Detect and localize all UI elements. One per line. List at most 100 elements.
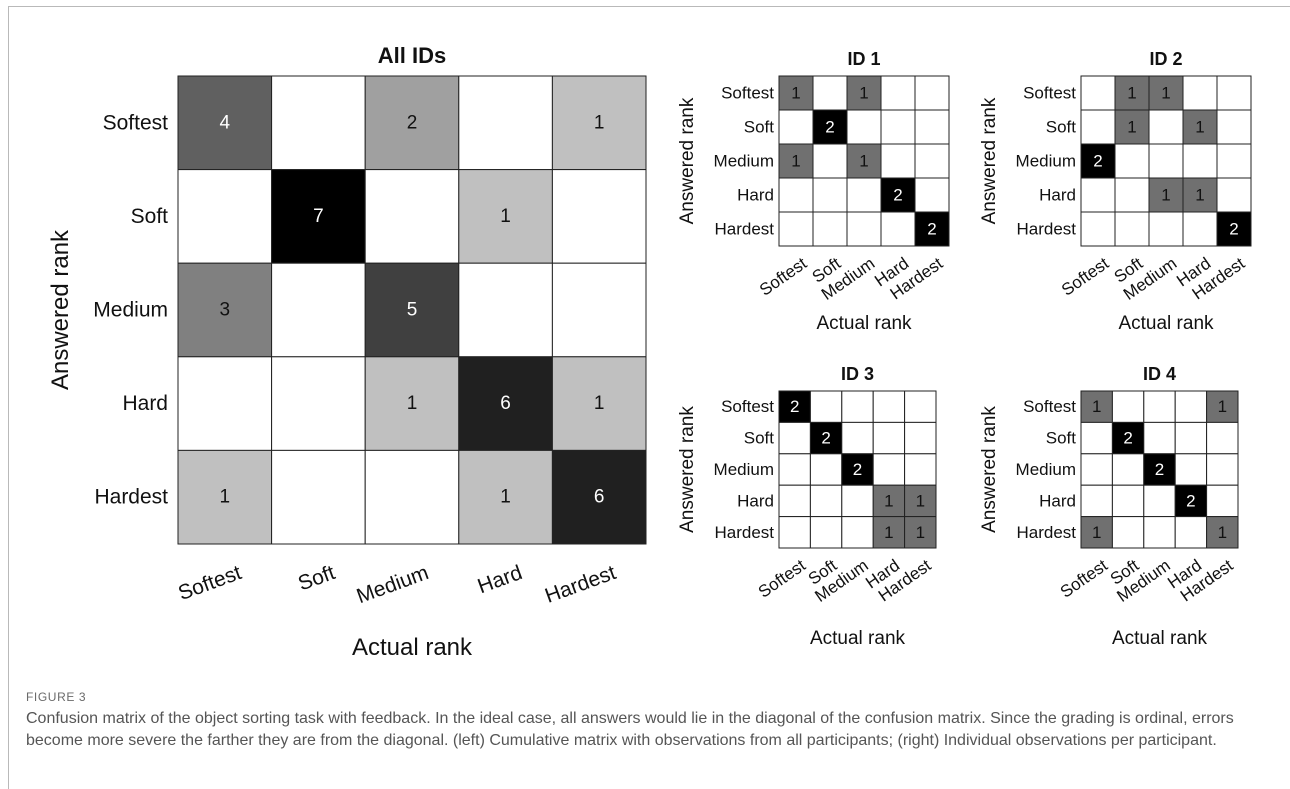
heatmap-cell bbox=[812, 143, 848, 179]
cell-value: 1 bbox=[220, 487, 231, 508]
chart-title: ID 1 bbox=[847, 49, 880, 69]
y-tick-label: Softest bbox=[721, 84, 774, 103]
y-tick-label: Hardest bbox=[714, 220, 774, 239]
heatmap-cell bbox=[872, 390, 906, 423]
cell-value: 1 bbox=[916, 491, 925, 510]
y-axis-label: Answered rank bbox=[979, 406, 1000, 533]
heatmap-id3: ID 3 2 2 2 1 1 1 1 Softest Soft Medium Hard Hardest S… bbox=[677, 364, 937, 649]
heatmap-cell bbox=[872, 516, 906, 549]
cell-value: 1 bbox=[884, 491, 893, 510]
figure-frame-left bbox=[8, 6, 9, 789]
heatmap-cell bbox=[1080, 177, 1116, 213]
heatmap-cell bbox=[177, 262, 273, 358]
cell-value: 2 bbox=[407, 112, 418, 133]
cell-value: 1 bbox=[1092, 523, 1101, 542]
cell-value: 2 bbox=[825, 118, 834, 137]
y-tick-label: Medium bbox=[714, 460, 774, 479]
heatmap-cell bbox=[1080, 211, 1116, 247]
heatmap-cell bbox=[551, 169, 647, 264]
y-tick-label: Soft bbox=[744, 118, 775, 137]
heatmap-cell bbox=[841, 421, 874, 455]
cell-value: 6 bbox=[594, 487, 605, 508]
x-tick-label: Softest bbox=[756, 254, 810, 300]
cell-value: 1 bbox=[1092, 397, 1101, 416]
heatmap-cell bbox=[1206, 484, 1239, 518]
x-axis-label: Actual rank bbox=[352, 634, 473, 661]
chart-title: ID 4 bbox=[1143, 364, 1176, 384]
cell-value: 1 bbox=[500, 487, 511, 508]
heatmap-cell bbox=[1080, 484, 1113, 518]
x-tick-label: Softest bbox=[175, 561, 244, 605]
heatmap-cell bbox=[872, 453, 906, 486]
figure-label: FIGURE 3 bbox=[26, 690, 87, 704]
heatmap-cell bbox=[1111, 421, 1145, 455]
heatmap-cell bbox=[812, 109, 848, 145]
x-axis-label: Actual rank bbox=[1118, 313, 1214, 334]
cell-value: 1 bbox=[1218, 523, 1227, 542]
heatmap-cell bbox=[778, 143, 814, 179]
heatmap-cell bbox=[1216, 109, 1252, 145]
heatmap-cell bbox=[914, 211, 950, 247]
cell-value: 2 bbox=[853, 460, 862, 479]
heatmap-cell bbox=[880, 177, 916, 213]
heatmap-cell bbox=[812, 75, 848, 111]
heatmap-cell bbox=[1080, 143, 1116, 179]
cell-value: 1 bbox=[859, 84, 868, 103]
cell-value: 1 bbox=[1195, 118, 1204, 137]
x-axis-label: Actual rank bbox=[810, 628, 906, 649]
heatmap-cell bbox=[1182, 143, 1218, 179]
heatmap-cell bbox=[1148, 109, 1184, 145]
heatmap-cell bbox=[271, 169, 366, 264]
heatmap-cell bbox=[846, 211, 882, 247]
heatmap-cell bbox=[1111, 453, 1145, 486]
cell-value: 3 bbox=[220, 300, 231, 321]
heatmap-cell bbox=[458, 169, 553, 264]
x-tick-label: Softest bbox=[755, 556, 809, 602]
cell-value: 4 bbox=[220, 112, 231, 133]
heatmap-cell bbox=[1148, 143, 1184, 179]
cell-value: 1 bbox=[1161, 84, 1170, 103]
heatmap-cell bbox=[364, 449, 460, 545]
heatmap-cell bbox=[1216, 143, 1252, 179]
heatmap-cell bbox=[914, 75, 950, 111]
heatmap-cell bbox=[812, 211, 848, 247]
cell-value: 5 bbox=[407, 300, 418, 321]
x-tick-label: Hardest bbox=[542, 561, 619, 608]
heatmap-id4: ID 4 1 1 2 2 2 1 1 Softest Soft Medium Hard Hardest S… bbox=[979, 364, 1239, 649]
cell-value: 1 bbox=[791, 84, 800, 103]
heatmap-cell bbox=[551, 449, 647, 545]
cell-value: 1 bbox=[916, 523, 925, 542]
heatmap-cell bbox=[271, 449, 366, 545]
heatmap-cell bbox=[1143, 390, 1176, 423]
cell-value: 6 bbox=[500, 393, 511, 414]
heatmap-cell bbox=[1080, 109, 1116, 145]
heatmap-cell bbox=[778, 109, 814, 145]
heatmap-cell bbox=[1216, 75, 1252, 111]
y-tick-label: Hard bbox=[1039, 186, 1076, 205]
y-tick-label: Medium bbox=[1016, 460, 1076, 479]
heatmap-cell bbox=[1182, 75, 1218, 111]
heatmap-id1: ID 1 1 1 2 1 1 2 2 Softest Soft Medium Hard Hardest S… bbox=[677, 49, 950, 334]
cell-value: 1 bbox=[1218, 397, 1227, 416]
heatmap-cell bbox=[364, 75, 460, 171]
y-tick-label: Hardest bbox=[94, 486, 168, 509]
heatmap-cell bbox=[1206, 516, 1239, 549]
heatmap-cell bbox=[841, 516, 874, 549]
heatmap-cell bbox=[1174, 516, 1208, 549]
heatmap-cell bbox=[809, 453, 843, 486]
heatmap-cell bbox=[1174, 421, 1208, 455]
heatmap-cell bbox=[177, 356, 273, 451]
cell-value: 1 bbox=[1127, 118, 1136, 137]
heatmap-cell bbox=[1111, 484, 1145, 518]
cell-value: 1 bbox=[407, 393, 418, 414]
heatmap-cell bbox=[364, 262, 460, 358]
heatmap-cell bbox=[841, 484, 874, 518]
y-tick-label: Hard bbox=[737, 491, 774, 510]
y-axis-label: Answered rank bbox=[677, 97, 698, 224]
y-tick-label: Hardest bbox=[714, 523, 774, 542]
x-axis-label: Actual rank bbox=[816, 313, 912, 334]
x-tick-label: Medium bbox=[354, 561, 432, 608]
heatmap-cell bbox=[1216, 211, 1252, 247]
cell-value: 2 bbox=[1155, 460, 1164, 479]
